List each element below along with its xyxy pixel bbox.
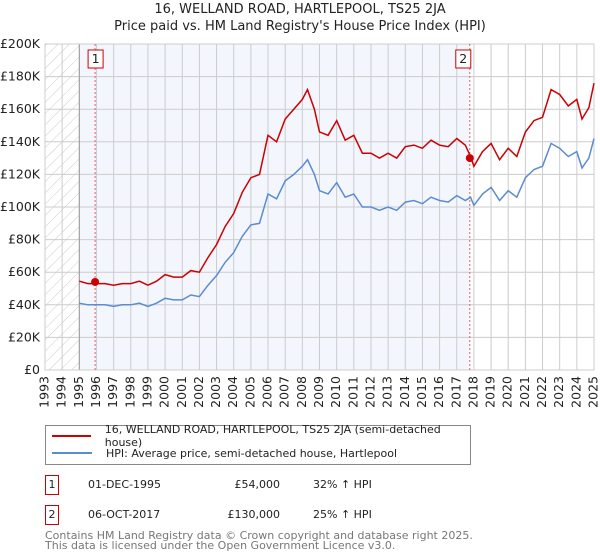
y-tick-label: £80K: [8, 232, 41, 247]
x-tick-label: 2025: [586, 376, 600, 408]
y-tick-label: £160K: [0, 101, 41, 116]
plot-border: [44, 43, 595, 371]
y-tick-label: £100K: [0, 199, 41, 214]
x-tick-label: 2014: [397, 376, 412, 408]
sale-badge: 2: [45, 505, 59, 525]
x-tick-label: 2018: [465, 376, 480, 408]
hpi-line: [79, 138, 595, 308]
x-tick-label: 1999: [139, 376, 154, 408]
footer-copyright: Contains HM Land Registry data © Crown c…: [45, 529, 473, 542]
property-price-line: [79, 82, 595, 287]
x-tick-label: 1997: [105, 376, 120, 408]
x-tick-label: 2011: [345, 376, 360, 408]
legend-label-property: 16, WELLAND ROAD, HARTLEPOOL, TS25 2JA (…: [104, 423, 441, 449]
y-tick-label: £140K: [0, 134, 41, 149]
footer-licence: This data is licensed under the Open Gov…: [45, 539, 396, 552]
x-tick-label: 2003: [208, 376, 223, 408]
x-tick-label: 2017: [448, 376, 463, 408]
sale-hpi-diff: 32% ↑ HPI: [313, 478, 372, 491]
x-tick-label: 2019: [483, 376, 498, 408]
x-tick-label: 1995: [71, 376, 86, 408]
x-tick-label: 1994: [54, 376, 69, 408]
sale-hpi-diff: 25% ↑ HPI: [313, 508, 372, 521]
legend-swatch-hpi: [52, 452, 92, 454]
y-tick-label: £0: [24, 362, 40, 377]
sale-label-box: [455, 49, 472, 69]
chart-subtitle: Price paid vs. HM Land Registry's House …: [114, 19, 486, 34]
sale-label: 1: [92, 51, 100, 66]
x-tick-label: 2000: [157, 376, 172, 408]
x-tick-label: 2015: [414, 376, 429, 408]
price-chart: 1993 1994 1995 1996 1997 1998 1999 2000 2001 2002…: [0, 36, 600, 408]
y-tick-label: £20K: [8, 329, 41, 344]
sale-point: [465, 154, 474, 163]
x-tick-label: 2022: [534, 376, 549, 408]
y-tick-label: £180K: [0, 69, 41, 84]
sale-point: [91, 277, 100, 286]
sale-label-box: [87, 49, 104, 69]
sale-price: £130,000: [227, 508, 281, 521]
chart-title: 16, WELLAND ROAD, HARTLEPOOL, TS25 2JA: [154, 2, 446, 17]
x-tick-label: 2007: [277, 376, 292, 408]
sale-date: 01-DEC-1995: [88, 478, 162, 491]
x-tick-label: 2012: [362, 376, 377, 408]
y-tick-label: £40K: [8, 297, 41, 312]
x-tick-label: 1998: [122, 376, 137, 408]
sale-price: £54,000: [234, 478, 281, 491]
legend: 16, WELLAND ROAD, HARTLEPOOL, TS25 2JA (…: [45, 423, 471, 465]
x-tick-label: 2001: [174, 376, 189, 408]
x-tick-label: 2023: [551, 376, 566, 408]
y-tick-label: £200K: [0, 36, 41, 51]
x-tick-label: 2004: [225, 376, 240, 408]
x-tick-label: 2024: [568, 376, 583, 408]
legend-label-hpi: HPI: Average price, semi-detached house,…: [106, 446, 398, 460]
legend-swatch-property: [52, 435, 91, 437]
footer: Contains HM Land Registry data © Crown c…: [45, 529, 473, 552]
x-tick-label: 2013: [380, 376, 395, 408]
y-tick-label: £60K: [8, 264, 41, 279]
y-tick-label: £120K: [0, 166, 41, 181]
x-tick-label: 2016: [431, 376, 446, 408]
sale-label: 2: [459, 51, 467, 66]
x-tick-label: 1993: [37, 376, 52, 408]
x-tick-label: 2020: [500, 376, 515, 408]
x-tick-label: 1996: [88, 376, 103, 408]
x-tick-label: 2009: [311, 376, 326, 408]
x-tick-label: 2010: [328, 376, 343, 408]
x-tick-label: 2002: [191, 376, 206, 408]
sale-row: 1 01-DEC-1995 £54,000 32% ↑ HPI: [45, 475, 495, 495]
sale-row: 2 06-OCT-2017 £130,000 25% ↑ HPI: [45, 505, 495, 525]
x-tick-label: 2005: [242, 376, 257, 408]
x-tick-label: 2008: [294, 376, 309, 408]
sale-date: 06-OCT-2017: [88, 508, 161, 521]
x-tick-label: 2021: [517, 376, 532, 408]
x-tick-label: 2006: [260, 376, 275, 408]
sale-badge: 1: [45, 475, 59, 495]
